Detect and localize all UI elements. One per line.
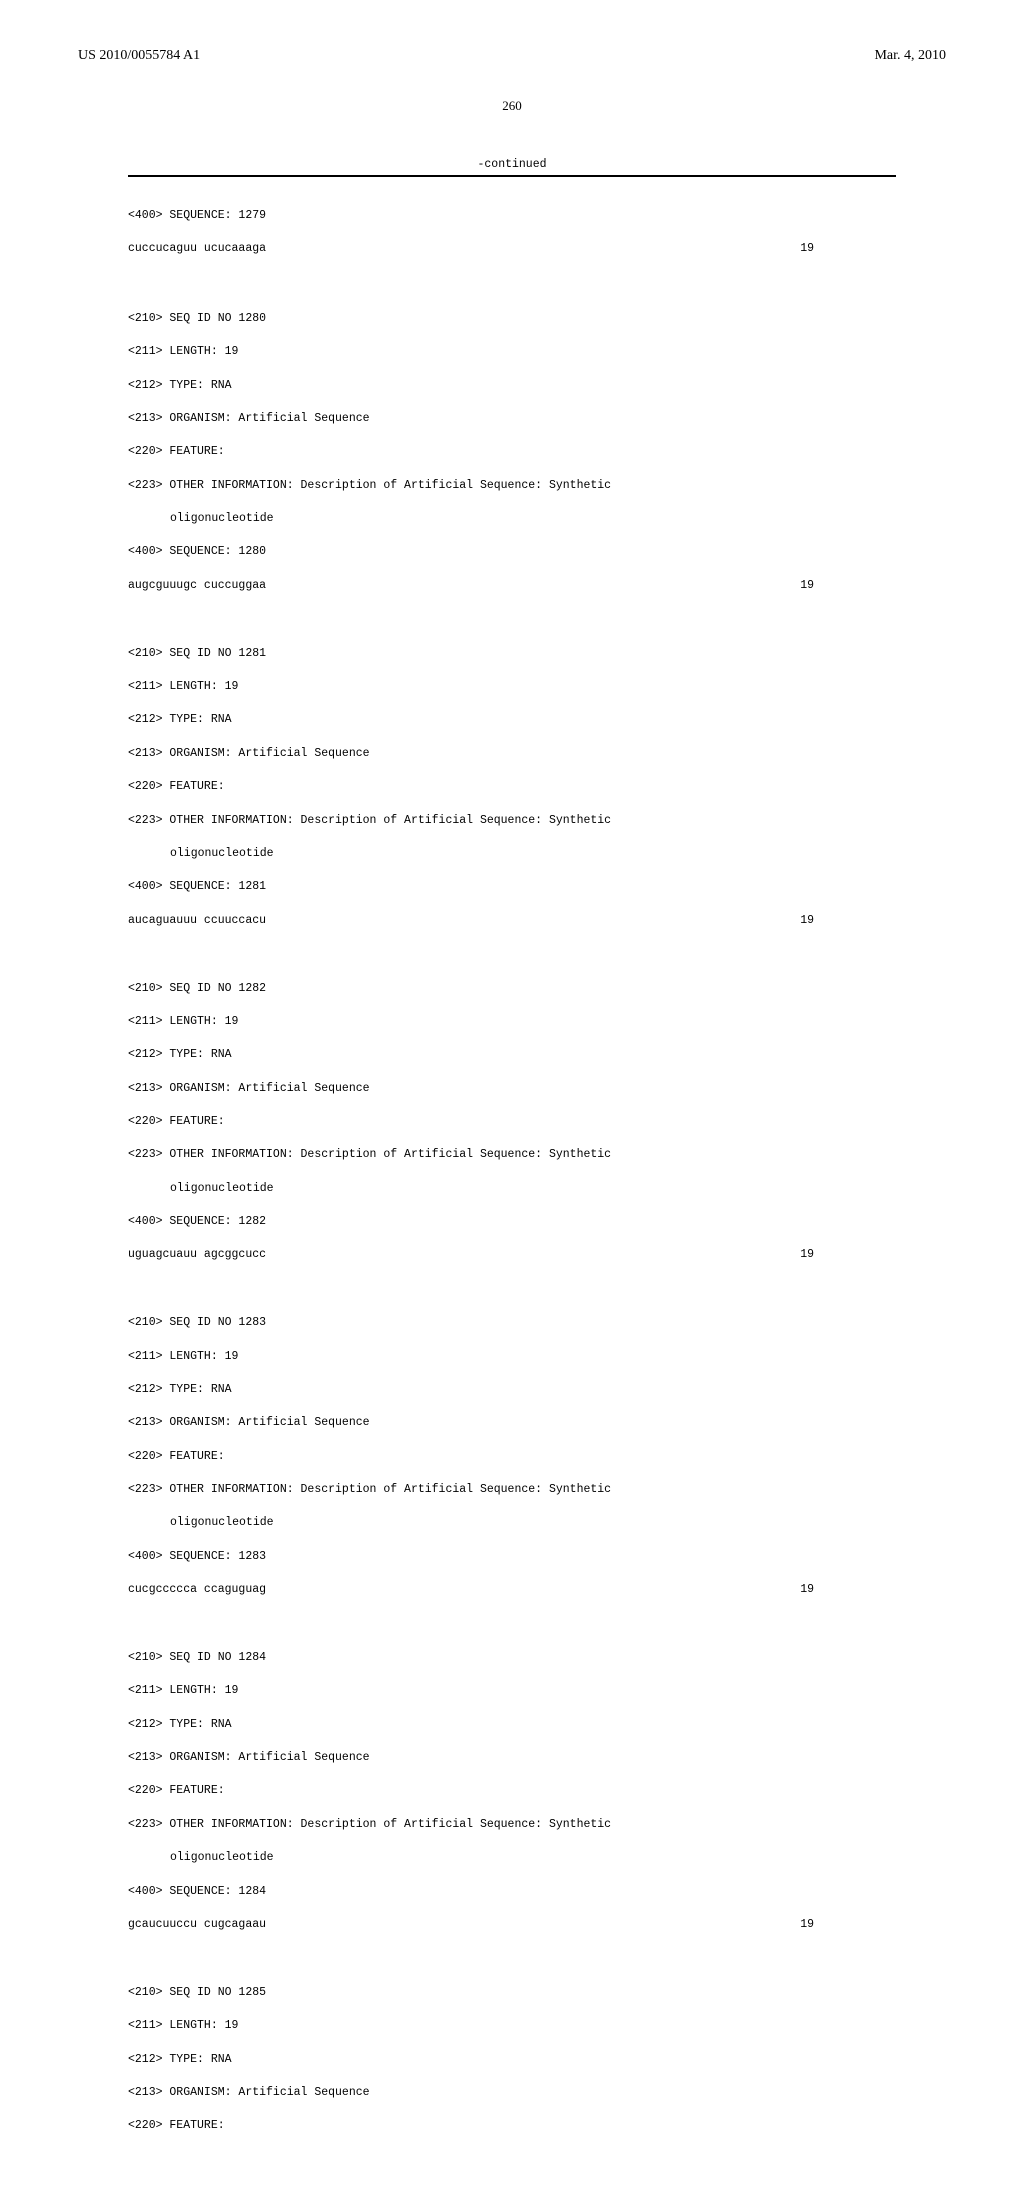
sequence-block: <210> SEQ ID NO 1282 <211> LENGTH: 19 <2…: [128, 981, 896, 1264]
seq-meta-line: <212> TYPE: RNA: [128, 712, 896, 729]
seq-meta-indent: oligonucleotide: [128, 846, 896, 863]
seq-meta-line: <220> FEATURE:: [128, 2118, 896, 2135]
seq-meta-line: <223> OTHER INFORMATION: Description of …: [128, 813, 896, 830]
sequence-row: augcguuugc cuccuggaa 19: [128, 578, 896, 595]
sequence-text: uguagcuauu agcggcucc: [128, 1247, 266, 1264]
sequence-length: 19: [800, 241, 896, 258]
sequence-row: cuccucaguu ucucaaaga 19: [128, 241, 896, 258]
seq-meta-line: <220> FEATURE:: [128, 1449, 896, 1466]
seq-meta-line: <211> LENGTH: 19: [128, 1014, 896, 1031]
sequence-text: augcguuugc cuccuggaa: [128, 578, 266, 595]
seq-meta-line: <211> LENGTH: 19: [128, 1683, 896, 1700]
seq-meta-line: <220> FEATURE:: [128, 1114, 896, 1131]
sequence-length: 19: [800, 578, 896, 595]
sequence-row: uguagcuauu agcggcucc 19: [128, 1247, 896, 1264]
seq-400-line: <400> SEQUENCE: 1284: [128, 1884, 896, 1901]
seq-400-line: <400> SEQUENCE: 1281: [128, 879, 896, 896]
sequence-length: 19: [800, 913, 896, 930]
sequence-text: aucaguauuu ccuuccacu: [128, 913, 266, 930]
sequence-length: 19: [800, 1247, 896, 1264]
page-container: US 2010/0055784 A1 Mar. 4, 2010 260 -con…: [0, 0, 1024, 1320]
seq-meta-line: <213> ORGANISM: Artificial Sequence: [128, 1415, 896, 1432]
page-header: US 2010/0055784 A1 Mar. 4, 2010: [78, 48, 946, 64]
seq-meta-line: <212> TYPE: RNA: [128, 1717, 896, 1734]
sequence-block: <210> SEQ ID NO 1280 <211> LENGTH: 19 <2…: [128, 311, 896, 594]
seq-400-line: <400> SEQUENCE: 1280: [128, 544, 896, 561]
seq-meta-line: <212> TYPE: RNA: [128, 1047, 896, 1064]
sequence-block: <210> SEQ ID NO 1283 <211> LENGTH: 19 <2…: [128, 1315, 896, 1598]
sequence-block: <400> SEQUENCE: 1279 cuccucaguu ucucaaag…: [128, 208, 896, 258]
seq-meta-line: <211> LENGTH: 19: [128, 1349, 896, 1366]
seq-meta-line: <213> ORGANISM: Artificial Sequence: [128, 411, 896, 428]
publication-date: Mar. 4, 2010: [874, 48, 946, 64]
seq-meta-line: <220> FEATURE:: [128, 1783, 896, 1800]
seq-meta-line: <223> OTHER INFORMATION: Description of …: [128, 478, 896, 495]
sequence-text: gcaucuuccu cugcagaau: [128, 1917, 266, 1934]
seq-meta-line: <210> SEQ ID NO 1283: [128, 1315, 896, 1332]
seq-meta-line: <211> LENGTH: 19: [128, 344, 896, 361]
seq-meta-line: <213> ORGANISM: Artificial Sequence: [128, 1081, 896, 1098]
seq-meta-line: <211> LENGTH: 19: [128, 2018, 896, 2035]
seq-400-line: <400> SEQUENCE: 1283: [128, 1549, 896, 1566]
seq-meta-line: <210> SEQ ID NO 1281: [128, 646, 896, 663]
sequence-block: <210> SEQ ID NO 1285 <211> LENGTH: 19 <2…: [128, 1985, 896, 2135]
seq-meta-indent: oligonucleotide: [128, 511, 896, 528]
seq-meta-line: <210> SEQ ID NO 1282: [128, 981, 896, 998]
sequence-block: <210> SEQ ID NO 1281 <211> LENGTH: 19 <2…: [128, 646, 896, 929]
seq-meta-line: <212> TYPE: RNA: [128, 378, 896, 395]
sequence-block: <210> SEQ ID NO 1284 <211> LENGTH: 19 <2…: [128, 1650, 896, 1933]
continued-label: -continued: [78, 158, 946, 171]
sequence-row: cucgccccca ccaguguag 19: [128, 1582, 896, 1599]
seq-meta-indent: oligonucleotide: [128, 1181, 896, 1198]
page-number: 260: [78, 98, 946, 114]
seq-meta-line: <220> FEATURE:: [128, 779, 896, 796]
seq-meta-line: <223> OTHER INFORMATION: Description of …: [128, 1147, 896, 1164]
seq-meta-line: <210> SEQ ID NO 1284: [128, 1650, 896, 1667]
publication-number: US 2010/0055784 A1: [78, 48, 200, 64]
seq-meta-line: <212> TYPE: RNA: [128, 1382, 896, 1399]
seq-meta-line: <213> ORGANISM: Artificial Sequence: [128, 746, 896, 763]
seq-meta-indent: oligonucleotide: [128, 1515, 896, 1532]
seq-400-line: <400> SEQUENCE: 1282: [128, 1214, 896, 1231]
seq-meta-line: <210> SEQ ID NO 1280: [128, 311, 896, 328]
seq-meta-line: <213> ORGANISM: Artificial Sequence: [128, 1750, 896, 1767]
divider-line: [128, 175, 896, 177]
seq-meta-line: <223> OTHER INFORMATION: Description of …: [128, 1817, 896, 1834]
seq-meta-line: <210> SEQ ID NO 1285: [128, 1985, 896, 2002]
sequence-row: gcaucuuccu cugcagaau 19: [128, 1917, 896, 1934]
seq-meta-line: <211> LENGTH: 19: [128, 679, 896, 696]
sequence-text: cucgccccca ccaguguag: [128, 1582, 266, 1599]
seq-400-line: <400> SEQUENCE: 1279: [128, 208, 896, 225]
sequence-listing: <400> SEQUENCE: 1279 cuccucaguu ucucaaag…: [78, 191, 946, 2186]
seq-meta-line: <220> FEATURE:: [128, 444, 896, 461]
seq-meta-indent: oligonucleotide: [128, 1850, 896, 1867]
sequence-text: cuccucaguu ucucaaaga: [128, 241, 266, 258]
seq-meta-line: <223> OTHER INFORMATION: Description of …: [128, 1482, 896, 1499]
sequence-length: 19: [800, 1582, 896, 1599]
sequence-length: 19: [800, 1917, 896, 1934]
seq-meta-line: <212> TYPE: RNA: [128, 2052, 896, 2069]
sequence-row: aucaguauuu ccuuccacu 19: [128, 913, 896, 930]
seq-meta-line: <213> ORGANISM: Artificial Sequence: [128, 2085, 896, 2102]
